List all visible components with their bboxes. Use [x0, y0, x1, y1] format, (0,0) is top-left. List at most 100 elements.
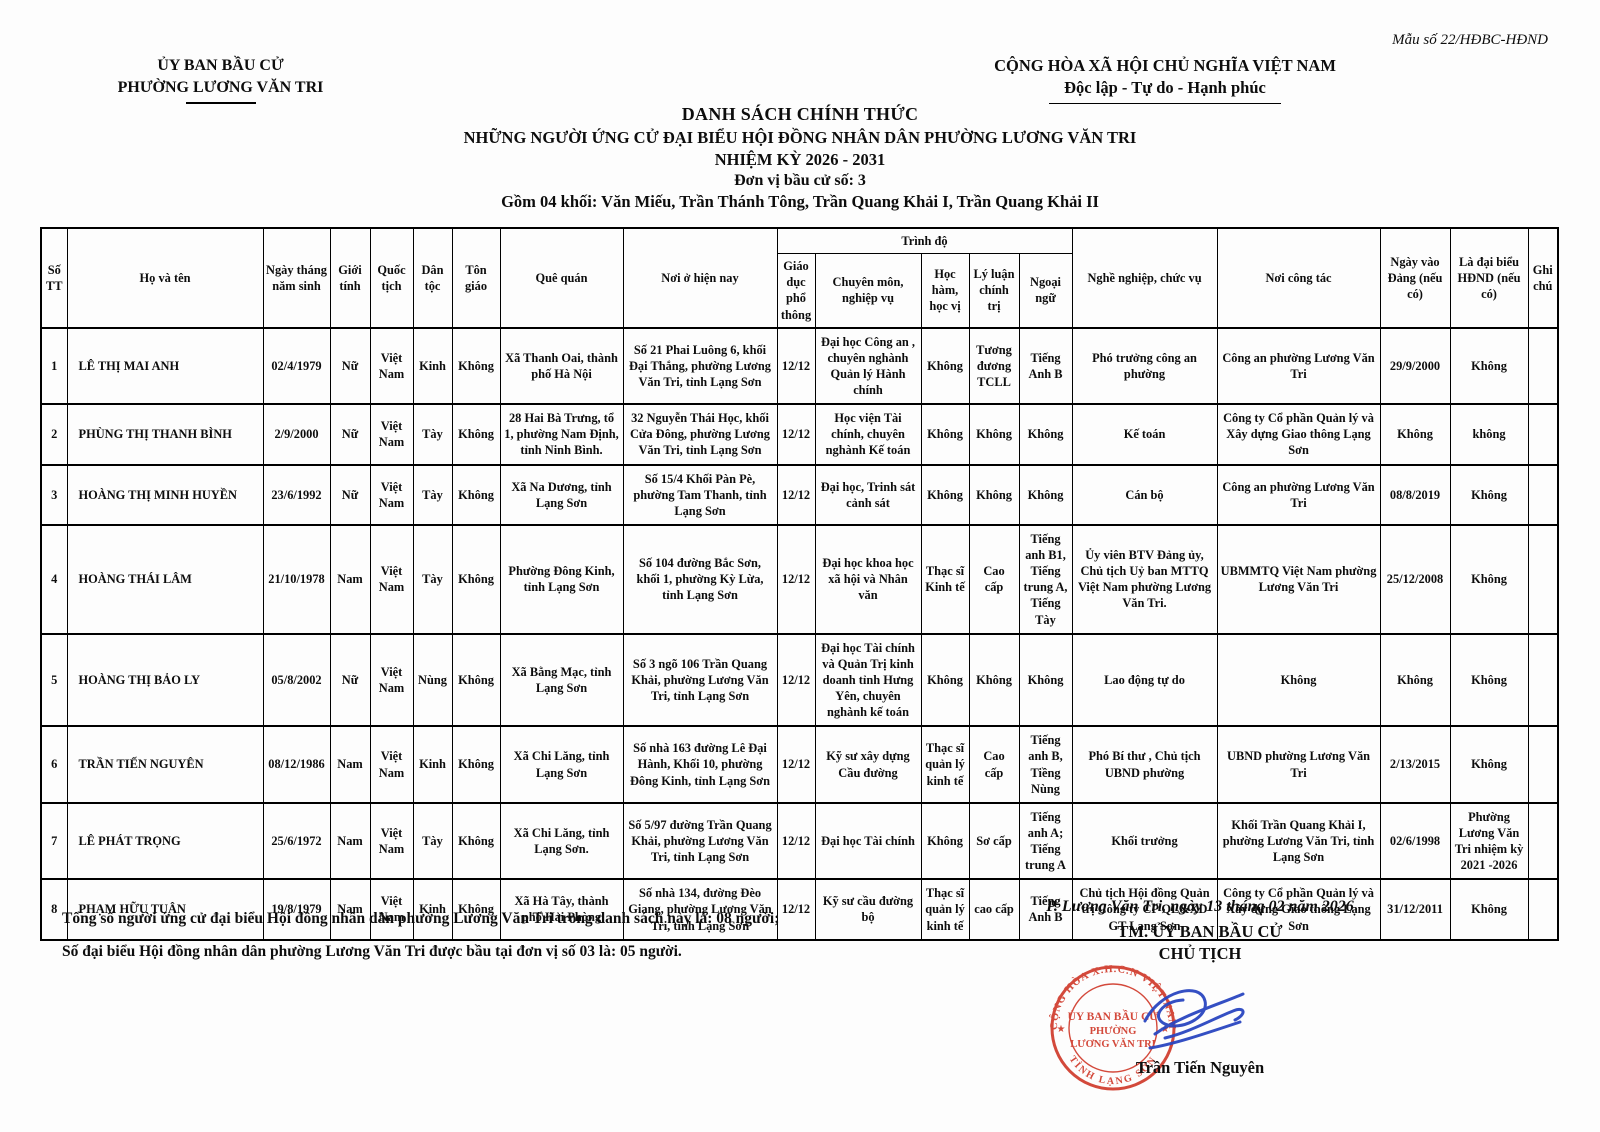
cell-academic: Không	[920, 327, 970, 405]
cell-nationality: Việt Nam	[369, 524, 414, 635]
cell-political: Không	[968, 463, 1020, 526]
cell-delegate: Không	[1449, 878, 1529, 941]
issuer-underline	[185, 102, 256, 104]
header-language: Ngoại ngữ	[1018, 253, 1073, 329]
cell-residence: 32 Nguyễn Thái Học, khối Cửa Đông, phườn…	[622, 403, 778, 466]
onbehalf-line: TM. ỦY BAN BẦU CỬ	[1117, 922, 1283, 941]
cell-nationality: Việt Nam	[369, 725, 414, 804]
table-row: 7 LÊ PHÁT TRỌNG 25/6/1972 Nam Việt Nam T…	[40, 802, 1559, 880]
cell-dob: 05/8/2002	[262, 633, 331, 727]
header-dob: Ngày tháng năm sinh	[262, 227, 331, 329]
cell-note	[1527, 878, 1559, 941]
cell-education: 12/12	[776, 524, 816, 635]
title-line3: NHIỆM KỲ 2026 - 2031	[714, 149, 886, 169]
svg-text:PHƯỜNG: PHƯỜNG	[1090, 1025, 1137, 1037]
header-party-date: Ngày vào Đảng (nếu có)	[1379, 227, 1451, 329]
table-row: 5 HOÀNG THỊ BẢO LY 05/8/2002 Nữ Việt Nam…	[40, 633, 1559, 727]
cell-name: LÊ THỊ MAI ANH	[66, 327, 264, 405]
cell-delegate: Không	[1449, 524, 1529, 635]
cell-hometown: Xã Hà Tây, thành phố Hải Phòng	[499, 878, 624, 941]
cell-delegate: Không	[1449, 633, 1529, 727]
issuer-line2: PHƯỜNG LƯƠNG VĂN TRI	[117, 78, 324, 96]
cell-hometown: Phường Đông Kinh, tỉnh Lạng Sơn	[499, 524, 624, 635]
issuer-line1: ỦY BAN BẦU CỬ	[157, 57, 284, 74]
header-stt: Số TT	[40, 227, 68, 329]
cell-language: Tiếng anh A; Tiếng trung A	[1018, 802, 1073, 880]
cell-workplace: UBND phường Lương Văn Tri	[1216, 725, 1381, 804]
cell-residence: Số nhà 163 đường Lê Đại Hành, Khối 10, p…	[622, 725, 778, 804]
cell-professional: Kỹ sư cầu đường bộ	[814, 878, 922, 941]
cell-professional: Đại học khoa học xã hội và Nhân văn	[814, 524, 922, 635]
cell-name: PHẠM HỮU TUÂN	[66, 878, 264, 941]
cell-note	[1527, 633, 1559, 727]
cell-political: Sơ cấp	[968, 802, 1020, 880]
cell-workplace: Công an phường Lương Văn Tri	[1216, 463, 1381, 526]
cell-workplace: Công an phường Lương Văn Tri	[1216, 327, 1381, 405]
cell-dob: 25/6/1972	[262, 802, 331, 880]
cell-gender: Nữ	[329, 403, 371, 466]
cell-gender: Nữ	[329, 633, 371, 727]
national-line2: Độc lập - Tự do - Hạnh phúc	[1064, 78, 1266, 98]
header-qualification-group: Trình độ	[776, 227, 1073, 255]
cell-occupation: Phó trưởng công an phường	[1071, 327, 1218, 405]
cell-name: HOÀNG THÁI LÂM	[66, 524, 264, 635]
cell-professional: Học viện Tài chính, chuyên nghành Kế toá…	[814, 403, 922, 466]
table-row: 3 HOÀNG THỊ MINH HUYỀN 23/6/1992 Nữ Việt…	[40, 463, 1559, 526]
cell-ethnicity: Tày	[412, 463, 453, 526]
cell-professional: Đại học Tài chính	[814, 802, 922, 880]
table-row: 4 HOÀNG THÁI LÂM 21/10/1978 Nam Việt Nam…	[40, 524, 1559, 635]
cell-party-date: Không	[1379, 633, 1451, 727]
national-motto: CỘNG HÒA XÃ HỘI CHỦ NGHĨA VIỆT NAM Độc l…	[950, 55, 1380, 105]
cell-professional: Kỹ sư xây dựng Cầu đường	[814, 725, 922, 804]
header-name: Họ và tên	[66, 227, 264, 329]
cell-professional: Đại học Công an , chuyên nghành Quản lý …	[814, 327, 922, 405]
cell-ethnicity: Kinh	[412, 878, 453, 941]
form-number: Mẫu số 22/HĐBC-HĐND	[1392, 32, 1548, 48]
cell-academic: Không	[920, 403, 970, 466]
cell-academic: Không	[920, 463, 970, 526]
cell-occupation: Khối trưởng	[1071, 802, 1218, 880]
cell-gender: Nữ	[329, 463, 371, 526]
cell-occupation: Lao động tự do	[1071, 633, 1218, 727]
cell-gender: Nam	[329, 802, 371, 880]
cell-political: Không	[968, 633, 1020, 727]
cell-professional: Đại học Tài chính và Quản Trị kinh doanh…	[814, 633, 922, 727]
cell-note	[1527, 524, 1559, 635]
cell-nationality: Việt Nam	[369, 633, 414, 727]
cell-occupation: Kế toán	[1071, 403, 1218, 466]
cell-note	[1527, 463, 1559, 526]
cell-language: Tiếng anh B, Tiềng Nùng	[1018, 725, 1073, 804]
cell-hometown: Xã Chi Lăng, tỉnh Lạng Sơn	[499, 725, 624, 804]
cell-party-date: 25/12/2008	[1379, 524, 1451, 635]
cell-language: Không	[1018, 463, 1073, 526]
candidates-table: Số TT Họ và tên Ngày tháng năm sinh Giới…	[40, 227, 1560, 941]
cell-note	[1527, 725, 1559, 804]
cell-ethnicity: Tày	[412, 524, 453, 635]
cell-language: Tiếng anh B1, Tiếng trung A, Tiếng Tày	[1018, 524, 1073, 635]
cell-workplace: Công ty Cổ phần Quản lý và Xây dựng Giao…	[1216, 878, 1381, 941]
cell-stt: 5	[40, 633, 68, 727]
cell-hometown: Xã Chi Lăng, tỉnh Lạng Sơn.	[499, 802, 624, 880]
cell-ethnicity: Kinh	[412, 327, 453, 405]
cell-delegate: không	[1449, 403, 1529, 466]
cell-dob: 02/4/1979	[262, 327, 331, 405]
cell-ethnicity: Nùng	[412, 633, 453, 727]
cell-party-date: 02/6/1998	[1379, 802, 1451, 880]
cell-occupation: Phó Bí thư , Chủ tịch UBND phường	[1071, 725, 1218, 804]
svg-text:★: ★	[1057, 1024, 1066, 1035]
cell-stt: 2	[40, 403, 68, 466]
cell-religion: Không	[451, 327, 501, 405]
cell-residence: Số 5/97 đường Trần Quang Khải, phường Lư…	[622, 802, 778, 880]
header-residence: Nơi ở hiện nay	[622, 227, 778, 329]
cell-religion: Không	[451, 463, 501, 526]
cell-party-date: 2/13/2015	[1379, 725, 1451, 804]
cell-hometown: Xã Bằng Mạc, tỉnh Lạng Sơn	[499, 633, 624, 727]
cell-stt: 7	[40, 802, 68, 880]
signature-block: P. Lương Văn Tri, ngày 13 tháng 02 năm 2…	[985, 898, 1415, 1091]
cell-nationality: Việt Nam	[369, 878, 414, 941]
cell-delegate: Không	[1449, 725, 1529, 804]
national-line1: CỘNG HÒA XÃ HỘI CHỦ NGHĨA VIỆT NAM	[994, 56, 1336, 75]
cell-delegate: Không	[1449, 463, 1529, 526]
title-line4: Đơn vị bầu cử số: 3	[734, 172, 866, 190]
